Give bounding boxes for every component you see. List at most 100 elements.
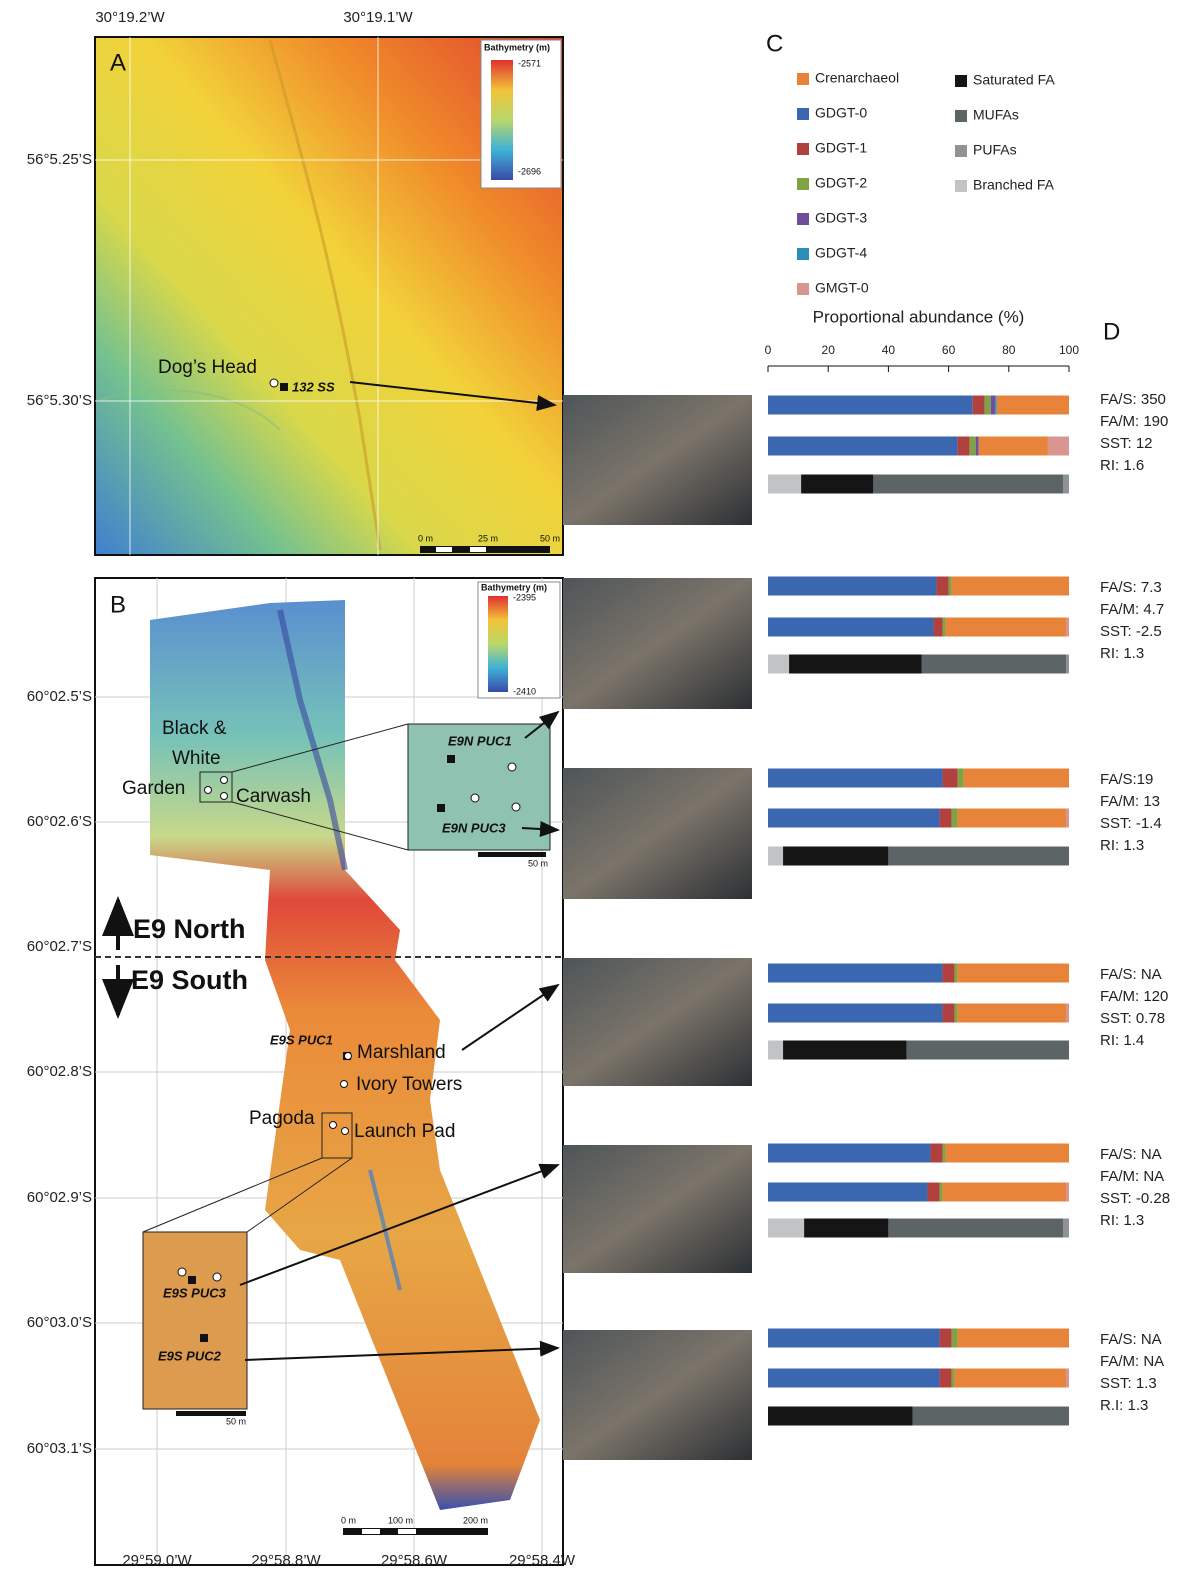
panel-label: C bbox=[766, 30, 783, 57]
bar-segment bbox=[804, 1219, 888, 1238]
ratio-label: RI: 1.3 bbox=[1100, 837, 1144, 854]
legend-label: Branched FA bbox=[973, 177, 1055, 193]
scale-label: 100 m bbox=[388, 1515, 413, 1525]
legend-swatch bbox=[955, 145, 967, 157]
bar-segment bbox=[928, 1183, 940, 1202]
lat-label: 56°5.25’S bbox=[27, 151, 92, 168]
scale-label: 50 m bbox=[528, 858, 548, 868]
bar-segment bbox=[768, 396, 973, 415]
bar-segment bbox=[952, 1369, 955, 1388]
bar-segment bbox=[958, 437, 970, 456]
bar-segment bbox=[1066, 655, 1069, 674]
bar-segment bbox=[768, 1407, 912, 1426]
bar-segment bbox=[1063, 1219, 1069, 1238]
x-tick-label: 40 bbox=[882, 343, 896, 357]
figure: A 30°19.2’W 30°19.1’W 56°5.25’S 56°5.30’… bbox=[0, 0, 1184, 1574]
legend-label: Saturated FA bbox=[973, 72, 1055, 88]
sample-label: E9N PUC1 bbox=[448, 733, 512, 748]
ratio-label: R.I: 1.3 bbox=[1100, 1397, 1148, 1414]
bar-segment bbox=[943, 1004, 955, 1023]
bar-segment bbox=[888, 847, 1069, 866]
ratio-label: RI: 1.3 bbox=[1100, 645, 1144, 662]
legend-swatch bbox=[955, 110, 967, 122]
bar-segment bbox=[768, 1219, 804, 1238]
photo bbox=[563, 1330, 752, 1460]
bar-segment bbox=[768, 769, 943, 788]
scale-label: 0 m bbox=[418, 533, 433, 543]
lon-label: 30°19.2’W bbox=[95, 9, 165, 26]
bar-segment bbox=[1066, 618, 1069, 637]
ratio-label: FA/S: NA bbox=[1100, 966, 1162, 983]
ratio-label: FA/S: 7.3 bbox=[1100, 579, 1162, 596]
bar-segment bbox=[1066, 809, 1069, 828]
bar-segment bbox=[973, 396, 985, 415]
bar-segment bbox=[979, 437, 1048, 456]
legend-label: GMGT-0 bbox=[815, 280, 869, 296]
bar-segment bbox=[768, 809, 940, 828]
map-a: A 30°19.2’W 30°19.1’W 56°5.25’S 56°5.30’… bbox=[27, 9, 563, 555]
legend-swatch bbox=[955, 180, 967, 192]
legend-swatch bbox=[797, 178, 809, 190]
ratio-label: SST: 0.78 bbox=[1100, 1010, 1165, 1027]
colorbar-label: -2571 bbox=[518, 58, 541, 68]
site-label: Pagoda bbox=[249, 1108, 315, 1129]
x-tick-label: 60 bbox=[942, 343, 956, 357]
bar-segment bbox=[955, 1004, 958, 1023]
photo bbox=[563, 768, 752, 899]
site-label: Dog’s Head bbox=[158, 357, 257, 378]
ratio-label: SST: 1.3 bbox=[1100, 1375, 1157, 1392]
legend-label: PUFAs bbox=[973, 142, 1017, 158]
photo bbox=[563, 1145, 752, 1273]
scale-label: 0 m bbox=[341, 1515, 356, 1525]
x-tick-label: 80 bbox=[1002, 343, 1016, 357]
bar-segment bbox=[768, 1329, 940, 1348]
region-label: E9 North bbox=[133, 914, 246, 944]
bar-segment bbox=[958, 809, 1066, 828]
bar-segment bbox=[991, 396, 996, 415]
ratio-label: FA/M: 13 bbox=[1100, 793, 1160, 810]
bar-segment bbox=[976, 437, 979, 456]
bar-segment bbox=[768, 475, 801, 494]
scale-label: 50 m bbox=[540, 533, 560, 543]
bar-segment bbox=[934, 618, 943, 637]
bar-segment bbox=[801, 475, 873, 494]
lat-label: 60°03.0’S bbox=[27, 1314, 92, 1331]
bar-segment bbox=[768, 437, 958, 456]
lat-label: 60°02.7’S bbox=[27, 938, 92, 955]
bar-segment bbox=[1066, 1004, 1069, 1023]
panel-label: D bbox=[1103, 318, 1120, 345]
bar-segment bbox=[783, 1041, 906, 1060]
bar-segment bbox=[768, 1004, 943, 1023]
lon-label: 29°58.4W bbox=[509, 1552, 576, 1569]
bar-segment bbox=[940, 809, 952, 828]
x-tick-label: 0 bbox=[765, 343, 772, 357]
lat-label: 60°03.1’S bbox=[27, 1440, 92, 1457]
bar-segment bbox=[943, 769, 958, 788]
bar-segment bbox=[952, 577, 1069, 596]
bar-segment bbox=[949, 577, 952, 596]
photos bbox=[563, 395, 752, 1460]
photo bbox=[563, 395, 752, 525]
bar-segment bbox=[768, 1144, 931, 1163]
legend-swatch bbox=[797, 108, 809, 120]
bar-segment bbox=[1063, 475, 1069, 494]
lat-label: 60°02.9’S bbox=[27, 1189, 92, 1206]
colorbar-label: -2410 bbox=[513, 686, 536, 696]
bar-segment bbox=[958, 964, 1069, 983]
site-label: Ivory Towers bbox=[356, 1074, 462, 1095]
bar-segment bbox=[940, 1369, 952, 1388]
ratio-label: FA/M: 190 bbox=[1100, 413, 1168, 430]
map-b: B Bathymetry (m) -2395 -2410 Black & Whi… bbox=[95, 578, 563, 1565]
colorbar-title: Bathymetry (m) bbox=[481, 582, 547, 592]
sample-label: E9S PUC1 bbox=[270, 1032, 333, 1047]
sample-label: E9S PUC2 bbox=[158, 1348, 222, 1363]
legend-swatch bbox=[955, 75, 967, 87]
ratio-label: SST: -2.5 bbox=[1100, 623, 1162, 640]
legend-label: Crenarchaeol bbox=[815, 70, 899, 86]
legend-label: GDGT-4 bbox=[815, 245, 867, 261]
bar-segment bbox=[940, 1329, 952, 1348]
lon-label: 29°59.0’W bbox=[122, 1552, 192, 1569]
bar-segment bbox=[1048, 437, 1069, 456]
bar-segment bbox=[985, 396, 991, 415]
sample-label: E9S PUC3 bbox=[163, 1285, 227, 1300]
